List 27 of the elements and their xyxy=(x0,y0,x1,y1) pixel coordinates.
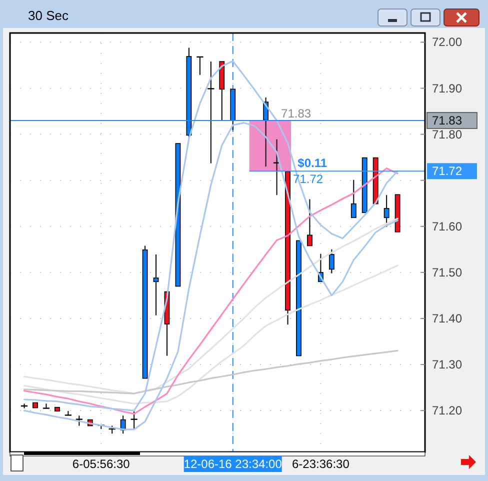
y-tick-label: 71.30 xyxy=(432,358,462,372)
line-series xyxy=(23,168,398,415)
line-series xyxy=(23,122,398,430)
y-tick-label: 71.90 xyxy=(432,81,462,96)
y-tick-label: 71.60 xyxy=(432,219,462,234)
x-tick-label: 6-23:36:30 xyxy=(292,457,350,471)
chart-title: 30 Sec xyxy=(28,8,69,23)
y-tick-label: 71.80 xyxy=(432,127,462,142)
annotation: 71.72 xyxy=(293,172,324,186)
ref-line-label: 71.72 xyxy=(432,164,462,178)
line-series xyxy=(23,264,398,404)
y-tick-label: 71.50 xyxy=(432,265,462,280)
y-tick-label: 71.20 xyxy=(432,404,462,418)
line-series xyxy=(23,218,398,394)
candlestick xyxy=(307,198,312,246)
line-series xyxy=(23,60,398,412)
candlestick xyxy=(153,254,159,316)
x-tick-label: 12-06-16 23:34:00 xyxy=(184,457,282,471)
annotation: $0.11 xyxy=(298,156,328,170)
y-tick-label: 72.00 xyxy=(432,35,462,50)
candlestick xyxy=(350,179,356,218)
ref-line-label: 71.83 xyxy=(432,113,462,128)
y-tick-label: 71.40 xyxy=(432,311,462,326)
candlestick xyxy=(384,194,390,228)
candlestick xyxy=(328,248,334,274)
x-tick-label: 6-05:56:30 xyxy=(72,457,130,471)
annotation: 71.83 xyxy=(281,106,312,120)
